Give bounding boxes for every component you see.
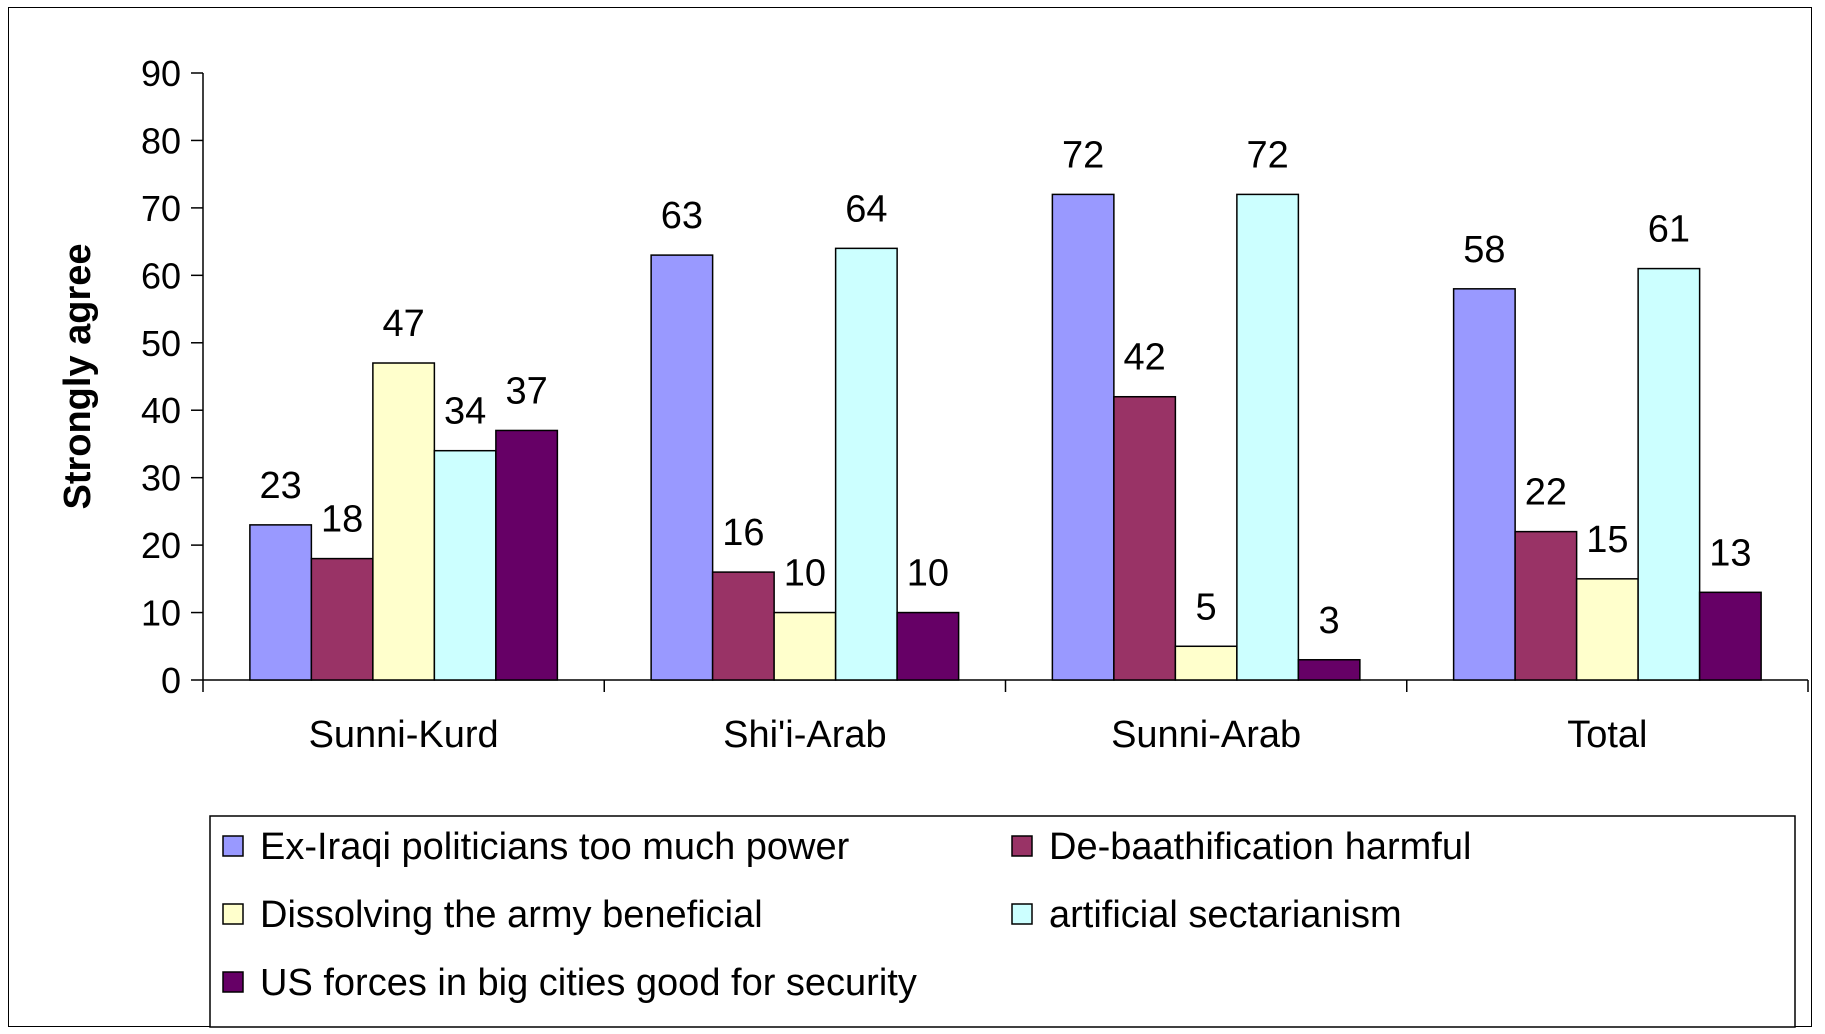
value-label-0-0: 23 [259, 465, 301, 507]
value-label-0-3: 34 [444, 391, 486, 433]
y-tick-label-90: 90 [141, 53, 181, 94]
y-tick-label-10: 10 [141, 593, 181, 634]
value-label-3-4: 13 [1709, 532, 1751, 574]
value-label-3-0: 58 [1463, 229, 1505, 271]
bar-2-4 [1297, 659, 1361, 681]
y-tick-label-80: 80 [141, 120, 181, 161]
bar-0-3 [433, 449, 497, 681]
value-label-2-2: 5 [1196, 586, 1217, 628]
value-label-2-1: 42 [1123, 337, 1165, 379]
bar-2-2 [1174, 645, 1238, 681]
value-label-3-3: 61 [1648, 209, 1690, 251]
bar-0-4 [495, 429, 559, 681]
value-label-1-2: 10 [784, 553, 826, 595]
category-label-0: Sunni-Kurd [309, 714, 499, 756]
bar-0-2 [372, 362, 436, 681]
y-tick-label-0: 0 [161, 660, 181, 701]
value-label-3-2: 15 [1586, 519, 1628, 561]
value-label-1-4: 10 [907, 553, 949, 595]
y-axis-title: Strongly agree [57, 243, 99, 509]
legend-label-4: US forces in big cities good for securit… [260, 962, 917, 1004]
bar-1-1 [711, 571, 775, 681]
legend-label-0: Ex-Iraqi politicians too much power [260, 826, 850, 868]
bar-2-0 [1051, 193, 1115, 681]
value-label-2-3: 72 [1246, 134, 1288, 176]
value-label-0-1: 18 [321, 499, 363, 541]
legend-label-1: De-baathification harmful [1049, 826, 1471, 868]
bar-3-1 [1514, 530, 1578, 681]
value-label-0-2: 47 [382, 303, 424, 345]
bar-3-3 [1637, 267, 1701, 681]
bar-1-0 [650, 254, 714, 681]
bar-3-0 [1452, 288, 1516, 681]
value-label-0-4: 37 [505, 370, 547, 412]
y-tick-label-70: 70 [141, 188, 181, 229]
bar-1-4 [896, 611, 960, 681]
legend-label-2: Dissolving the army beneficial [260, 894, 763, 936]
bar-1-3 [834, 247, 898, 681]
legend-swatch-2 [222, 903, 244, 925]
category-label-3: Total [1567, 714, 1647, 756]
legend-swatch-4 [222, 971, 244, 993]
legend-swatch-0 [222, 835, 244, 857]
y-tick-label-30: 30 [141, 458, 181, 499]
y-tick-label-60: 60 [141, 255, 181, 296]
bar-2-3 [1236, 193, 1300, 681]
value-label-1-3: 64 [845, 188, 887, 230]
bar-3-2 [1575, 578, 1639, 681]
legend-swatch-3 [1011, 903, 1033, 925]
legend-swatch-1 [1011, 835, 1033, 857]
value-label-2-4: 3 [1319, 600, 1340, 642]
y-tick-label-50: 50 [141, 323, 181, 364]
value-label-1-0: 63 [661, 195, 703, 237]
y-tick-label-20: 20 [141, 525, 181, 566]
bar-0-1 [310, 557, 374, 681]
category-label-2: Sunni-Arab [1111, 714, 1301, 756]
value-label-2-0: 72 [1062, 134, 1104, 176]
legend-label-3: artificial sectarianism [1049, 894, 1402, 936]
y-tick-label-40: 40 [141, 390, 181, 431]
bar-3-4 [1698, 591, 1762, 681]
bar-0-0 [249, 524, 313, 681]
bar-1-2 [773, 611, 837, 681]
value-label-3-1: 22 [1525, 472, 1567, 514]
value-label-1-1: 16 [722, 512, 764, 554]
category-label-1: Shi'i-Arab [723, 714, 887, 756]
bar-2-1 [1113, 395, 1177, 681]
legend-box [209, 815, 1796, 1028]
